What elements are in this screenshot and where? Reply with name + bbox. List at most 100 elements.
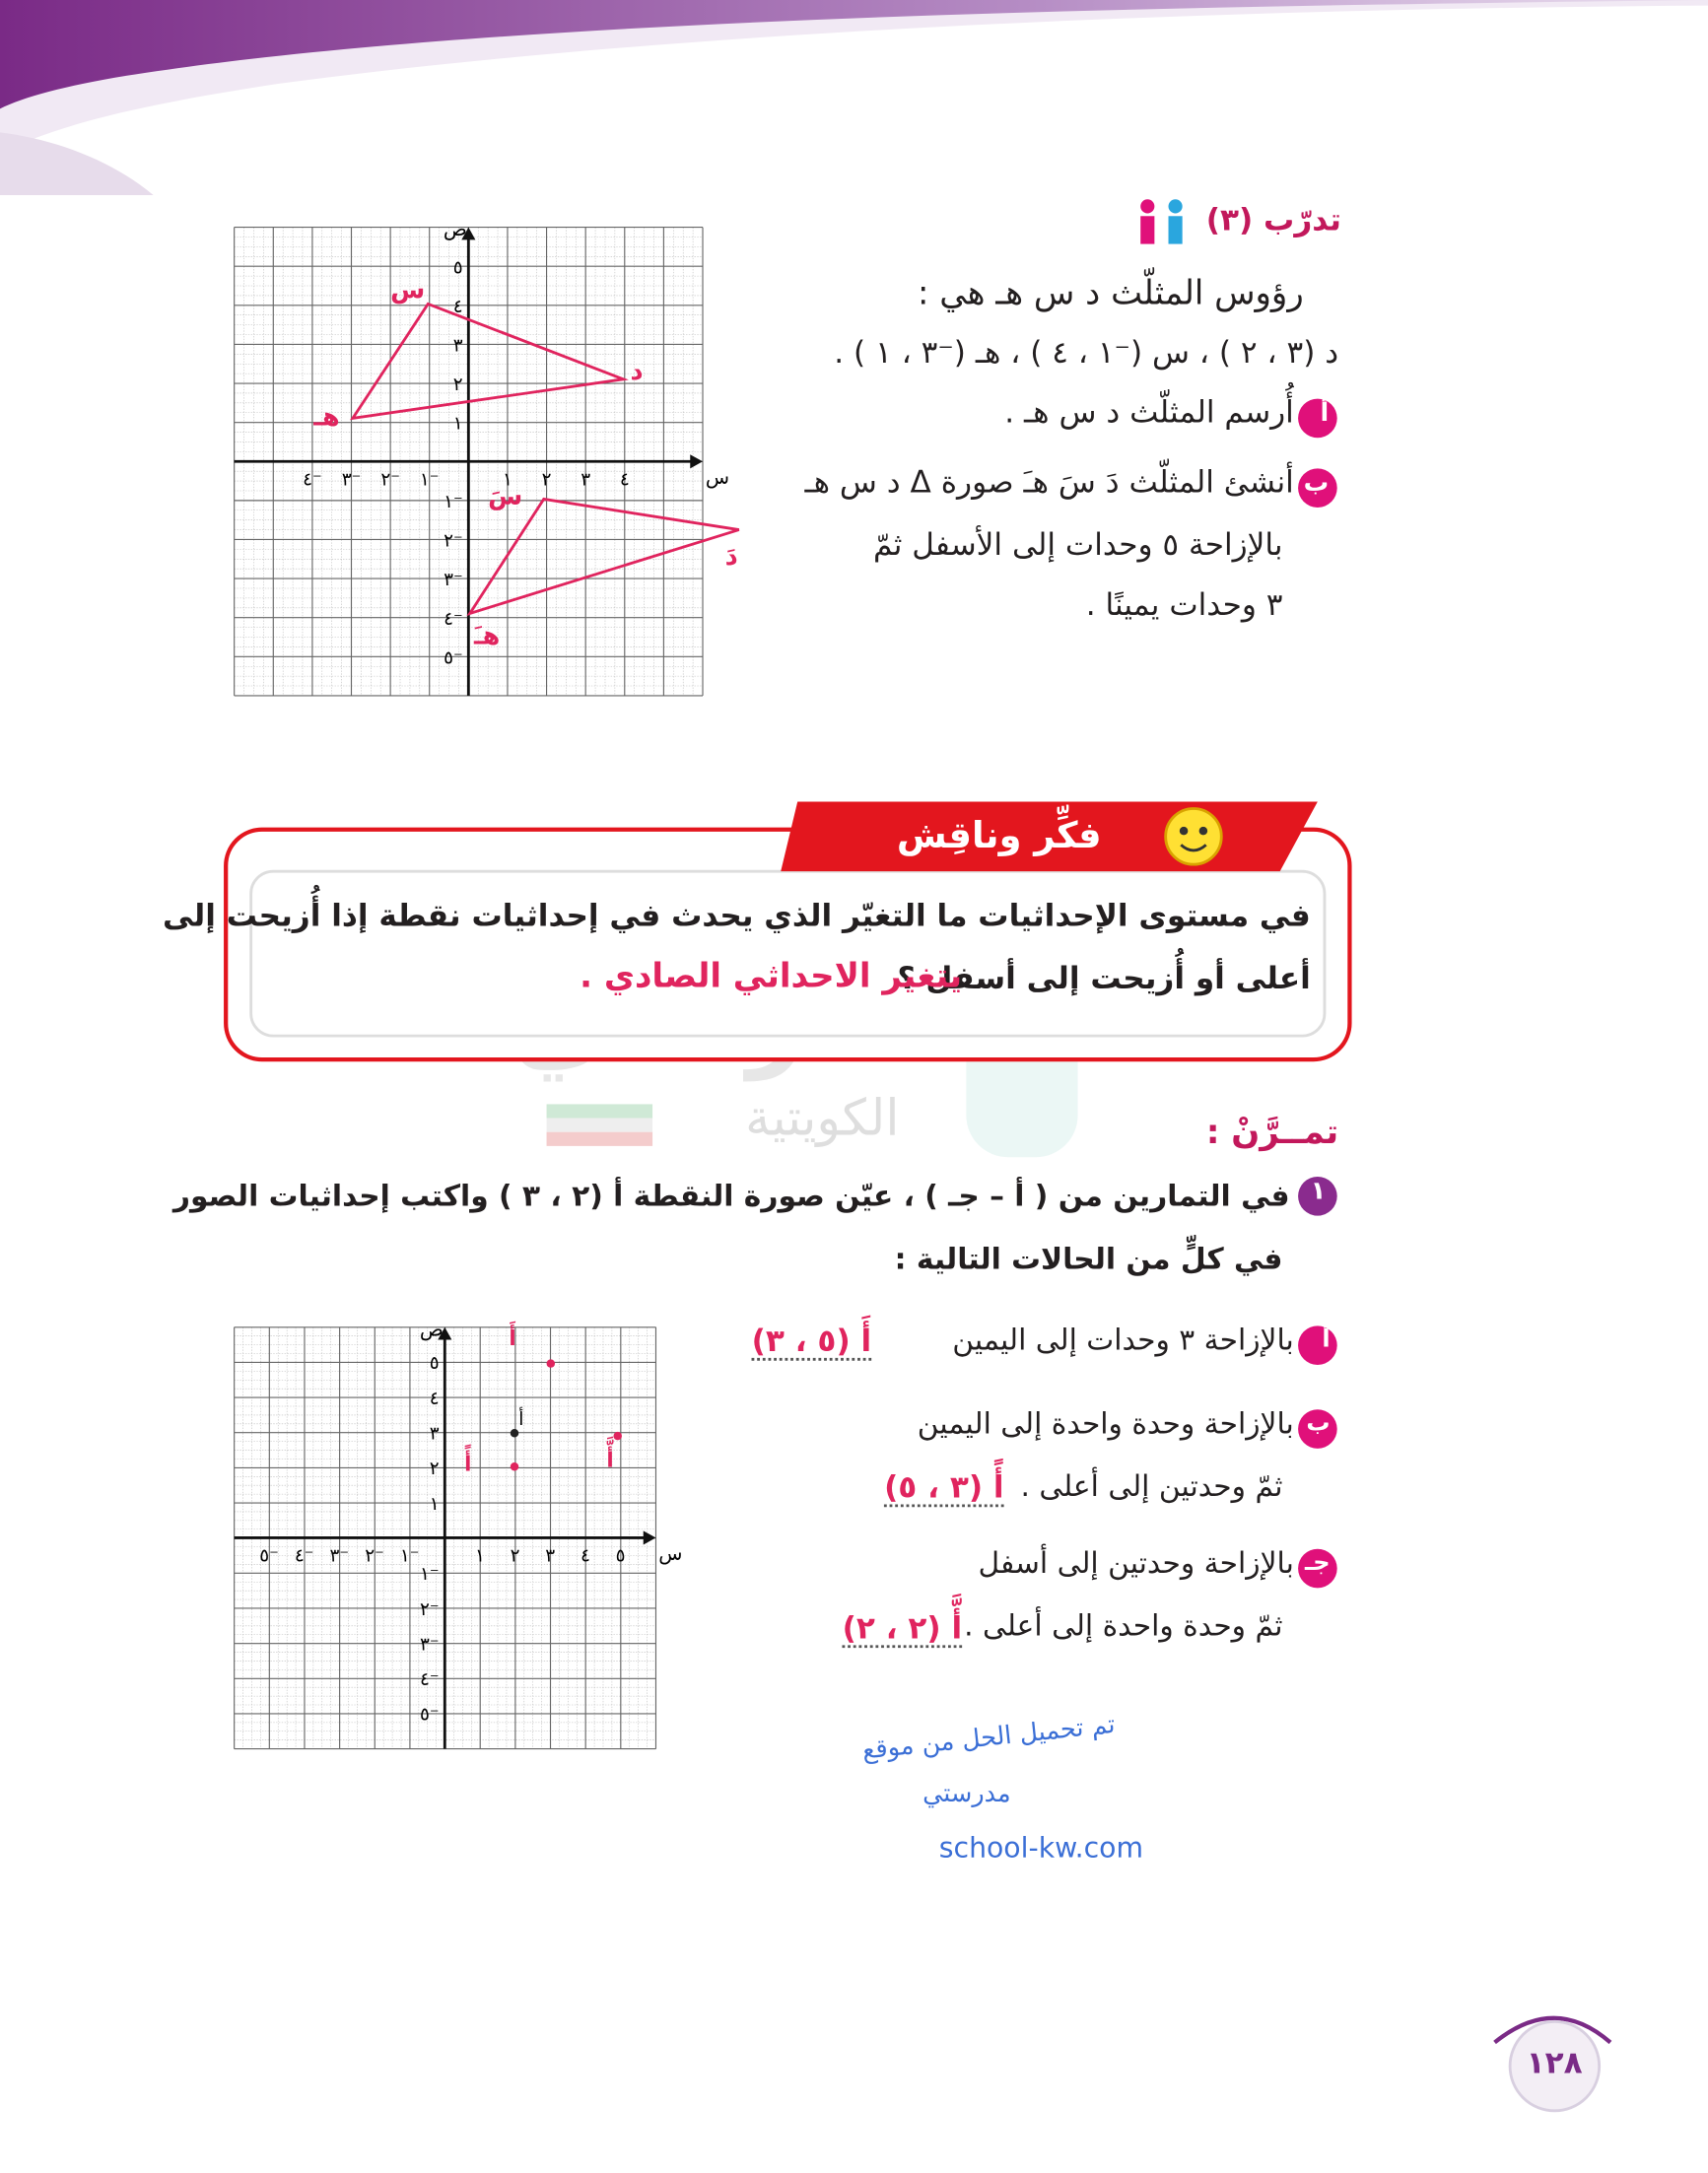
x-axis-label: س [658,1542,682,1565]
discuss-line: في مستوى الإحداثيات ما التغيّر الذي يحدث… [163,899,1311,934]
handwritten-answer: أَّ (٢ ، ٢) [842,1611,963,1649]
point-label: أ [518,1407,523,1430]
point [510,1429,519,1438]
practice-title: تدرّب (٣) [1205,203,1341,238]
y-tick-label: ٣⁻ [420,1634,440,1655]
x-tick-label: ٣ [545,1545,555,1566]
graph-2: س ص ٥⁻ ٤⁻ ٣⁻ ٢⁻ ١⁻ ١ ٢ ٣ ٤ ٥ ٥ ٤ ٣ ٢ ١ ١⁻ ٢⁻ ٣⁻ ٤⁻ ٥⁻ [234,1318,682,1750]
point [613,1431,622,1441]
x-tick-label: ١⁻ [420,469,440,490]
handwritten-answer: أً (٣ ، ٥) [884,1470,1004,1508]
x-tick-label: ٢⁻ [365,1545,384,1566]
header-wave-tail [0,132,154,196]
marker-circle [1298,468,1337,508]
handwritten-label: أَ [509,1321,515,1351]
marker: ١ [1310,1176,1327,1206]
handwritten-points [510,1359,622,1471]
y-tick-label: ١ [430,1494,440,1515]
x-tick-label: ٢ [511,1545,520,1566]
y-tick-label: ٤ [453,297,463,317]
y-tick-label: ٣ [430,1424,440,1445]
y-tick-label: ٥ [453,257,463,278]
item-line: ٣ وحدات يمينًا . [1085,587,1283,624]
item-line: بالإزاحة ٥ وحدات إلى الأسفل ثمّ [873,528,1283,564]
y-tick-label: ٥⁻ [444,647,463,668]
y-axis-label: ص [420,1318,444,1340]
page-number-circle [1508,2019,1602,2113]
flag [546,1104,653,1146]
exercises-title: تمــرَّنْ : [1205,1112,1339,1152]
x-tick-label: ٣ [581,469,590,490]
y-tick-label: ٣ [453,336,463,357]
part-line: ثمّ وحدتين إلى أعلى . [1020,1469,1283,1504]
marker: جـ [1305,1548,1331,1578]
handwritten-label: أَّ [606,1436,614,1472]
x-tick-label: ٥⁻ [259,1545,279,1566]
y-tick-label: ٤⁻ [420,1669,440,1690]
x-tick-label: ٥ [616,1545,626,1566]
intro: رؤوس المثلّث د س هـ هي : [918,273,1304,312]
x-tick-label: ٣⁻ [330,1545,350,1566]
arrow [438,1326,656,1545]
x-tick-label: ٤ [620,469,630,490]
discuss-line: أعلى أو أُزيحت إلى أسفل ؟ [897,962,1311,997]
y-tick-label: ٣⁻ [444,570,463,590]
y-axis-label: ص [444,218,467,240]
triangle [350,302,629,421]
item-line: أنشئ المثلّث دَ سَ هـَ صورة Δ د س هـ [804,465,1294,501]
watermark: الكويتية [745,1090,900,1148]
y-tick-label: ٢⁻ [444,531,463,552]
y-tick-label: ٢ [453,374,463,395]
y-tick-label: ١ [453,414,463,435]
handwritten-triangles [350,302,740,616]
y-tick-label: ٤ [430,1389,440,1409]
graph-1: س ص ٤⁻ ٣⁻ ٢⁻ ١⁻ ١ ٢ ٣ ٤ ٥ ٤ ٣ ٢ ١ ١⁻ ٢⁻ ٣⁻ ٤⁻ ٥⁻ [234,218,729,697]
x-tick-label: ١⁻ [400,1545,420,1566]
marker: ب [1303,468,1330,499]
handwritten-label: هـَ [473,622,500,651]
marker-circle [1298,398,1337,439]
x-tick-label: ١ [503,469,512,490]
x-tick-label: ٤⁻ [295,1545,314,1566]
x-tick-label: ٣⁻ [342,469,362,490]
smiley [1164,807,1223,866]
part-line: ثمّ وحدة واحدة إلى أعلى . [964,1608,1283,1643]
discuss-title: فكِّر وناقِش [896,815,1102,858]
handwritten-label: هـ [312,402,339,432]
marker: ب [1306,1409,1331,1438]
marker-circle [1298,1325,1337,1365]
x-tick-label: ٤ [581,1545,590,1566]
header-wave [0,0,1708,109]
point [510,1462,519,1471]
people-icon [1140,199,1183,244]
vertices: د (٣ ، ٢ ) ، س (⁻١ ، ٤ ) ، هـ (⁻٣ ، ١ ) … [834,335,1339,372]
x-tick-label: ٢ [542,469,552,490]
part-line: بالإزاحة ٣ وحدات إلى اليمين [952,1323,1294,1357]
triangle-image [466,497,740,616]
part-line: بالإزاحة وحدتين إلى أسفل [978,1545,1294,1580]
handwritten-label: أً [464,1444,471,1476]
handwritten-answer: أَ (٥ ، ٣) [751,1324,872,1361]
marker: أ [1320,398,1330,429]
x-tick-label: ٤⁻ [303,469,322,490]
x-tick-label: ١ [475,1545,485,1566]
handwritten-label: د [630,357,643,386]
handwritten-note: school-kw.com [938,1830,1144,1865]
handwritten-label: سَ [488,482,522,511]
point [546,1359,556,1368]
part-line: بالإزاحة وحدة واحدة إلى اليمين [917,1406,1294,1441]
y-tick-label: ١⁻ [444,492,463,512]
y-tick-label: ١⁻ [420,1564,440,1585]
page-number-arc [1493,2015,1612,2045]
y-tick-label: ٢ [430,1459,440,1479]
y-tick-label: ٥ [430,1353,440,1374]
handwritten-label: س [390,276,425,306]
marker-circle [1298,1176,1337,1216]
marker-circle [1298,1409,1337,1449]
x-axis-label: س [706,466,729,489]
handwritten-label: دَ [725,542,738,572]
y-tick-label: ٢⁻ [420,1599,440,1620]
discuss-box [224,827,1352,1062]
